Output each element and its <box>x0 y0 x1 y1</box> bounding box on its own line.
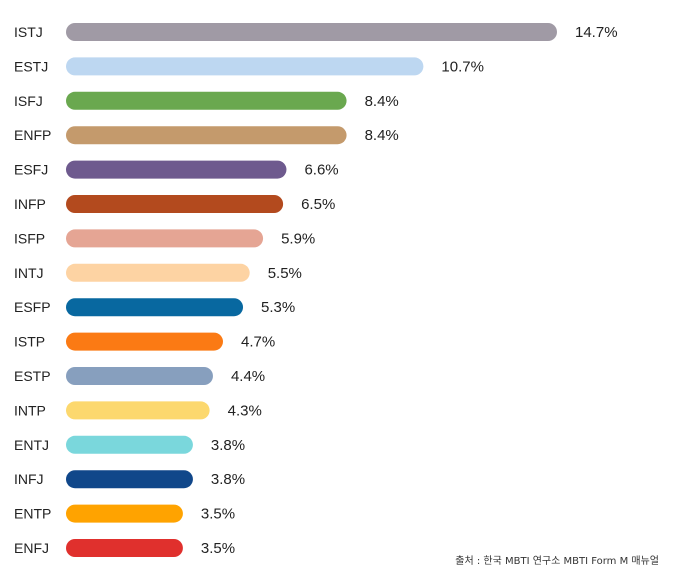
value-label-enfj: 3.5% <box>201 540 235 557</box>
value-label-estj: 10.7% <box>441 58 484 75</box>
bar-infp <box>66 195 284 213</box>
value-label-infj: 3.8% <box>211 471 245 488</box>
value-label-esfp: 5.3% <box>261 299 295 316</box>
category-label-infj: INFJ <box>14 471 44 487</box>
category-label-infp: INFP <box>14 196 46 212</box>
bar-isfp <box>66 229 264 248</box>
bar-entp <box>66 504 183 523</box>
value-label-isfp: 5.9% <box>281 230 315 247</box>
source-note: 출처 : 한국 MBTI 연구소 MBTI Form M 매뉴얼 <box>455 556 659 567</box>
bar-istj <box>66 23 557 41</box>
value-label-estp: 4.4% <box>231 368 265 385</box>
category-label-isfp: ISFP <box>14 230 45 246</box>
bar-istp <box>66 332 223 351</box>
category-label-intp: INTP <box>14 402 46 418</box>
bar-esfj <box>66 160 287 179</box>
value-label-esfj: 6.6% <box>304 162 338 179</box>
bar-estj <box>66 57 424 76</box>
value-label-infp: 6.5% <box>301 196 335 213</box>
category-label-esfj: ESFJ <box>14 162 48 178</box>
value-label-istj: 14.7% <box>575 24 618 41</box>
bar-enfp <box>66 126 347 145</box>
category-label-enfj: ENFJ <box>14 540 49 556</box>
value-label-entp: 3.5% <box>201 506 235 523</box>
bar-intj <box>66 263 250 282</box>
bar-isfj <box>66 91 347 110</box>
value-label-intj: 5.5% <box>268 265 302 282</box>
category-label-isfj: ISFJ <box>14 93 43 109</box>
value-label-istp: 4.7% <box>241 334 275 351</box>
value-label-intp: 4.3% <box>228 402 262 419</box>
bar-enfj <box>66 539 183 557</box>
value-label-isfj: 8.4% <box>365 93 399 110</box>
category-label-enfp: ENFP <box>14 127 51 143</box>
bar-infj <box>66 470 193 489</box>
category-label-estp: ESTP <box>14 368 51 384</box>
category-label-istp: ISTP <box>14 334 45 350</box>
category-label-entp: ENTP <box>14 506 51 522</box>
bar-esfp <box>66 298 244 317</box>
bar-intp <box>66 401 210 420</box>
category-label-istj: ISTJ <box>14 24 43 40</box>
category-label-entj: ENTJ <box>14 437 49 453</box>
bar-entj <box>66 435 193 454</box>
category-label-intj: INTJ <box>14 265 44 281</box>
value-label-enfp: 8.4% <box>365 127 399 144</box>
category-label-estj: ESTJ <box>14 58 48 74</box>
value-label-entj: 3.8% <box>211 437 245 454</box>
category-label-esfp: ESFP <box>14 299 51 315</box>
bar-estp <box>66 367 213 385</box>
